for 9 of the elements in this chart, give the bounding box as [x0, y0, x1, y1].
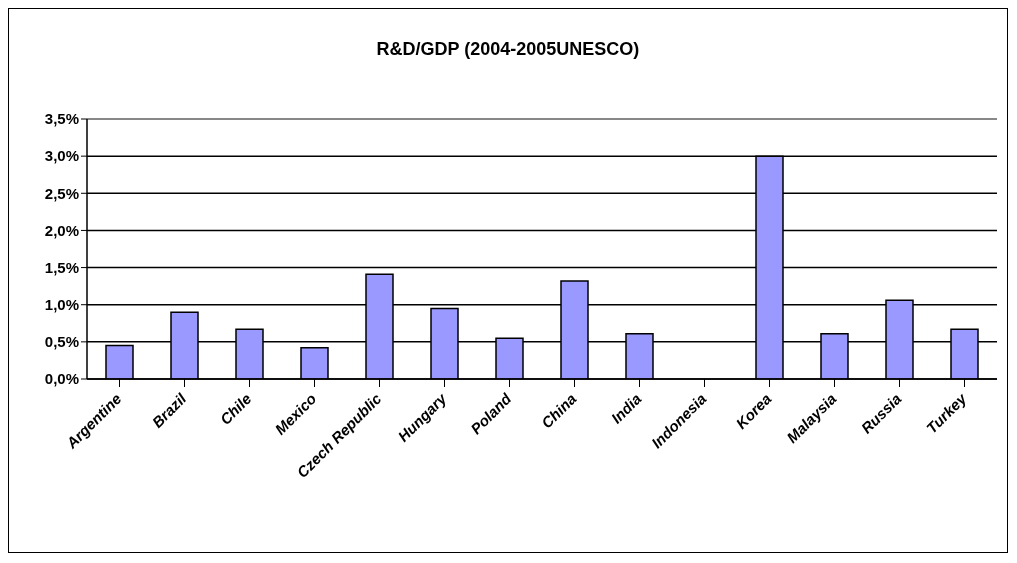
y-tick-label: 0,5%: [44, 333, 79, 351]
y-tick-label: 2,5%: [44, 184, 79, 202]
y-tick-label: 3,5%: [44, 110, 79, 128]
y-tick-label: 3,0%: [44, 147, 79, 165]
chart-title: R&D/GDP (2004-2005UNESCO): [375, 39, 641, 60]
y-tick-label: 2,0%: [44, 221, 79, 239]
y-tick-label: 1,0%: [44, 296, 79, 314]
y-tick-label: 1,5%: [44, 258, 79, 276]
y-tick-label: 0,0%: [44, 370, 79, 388]
